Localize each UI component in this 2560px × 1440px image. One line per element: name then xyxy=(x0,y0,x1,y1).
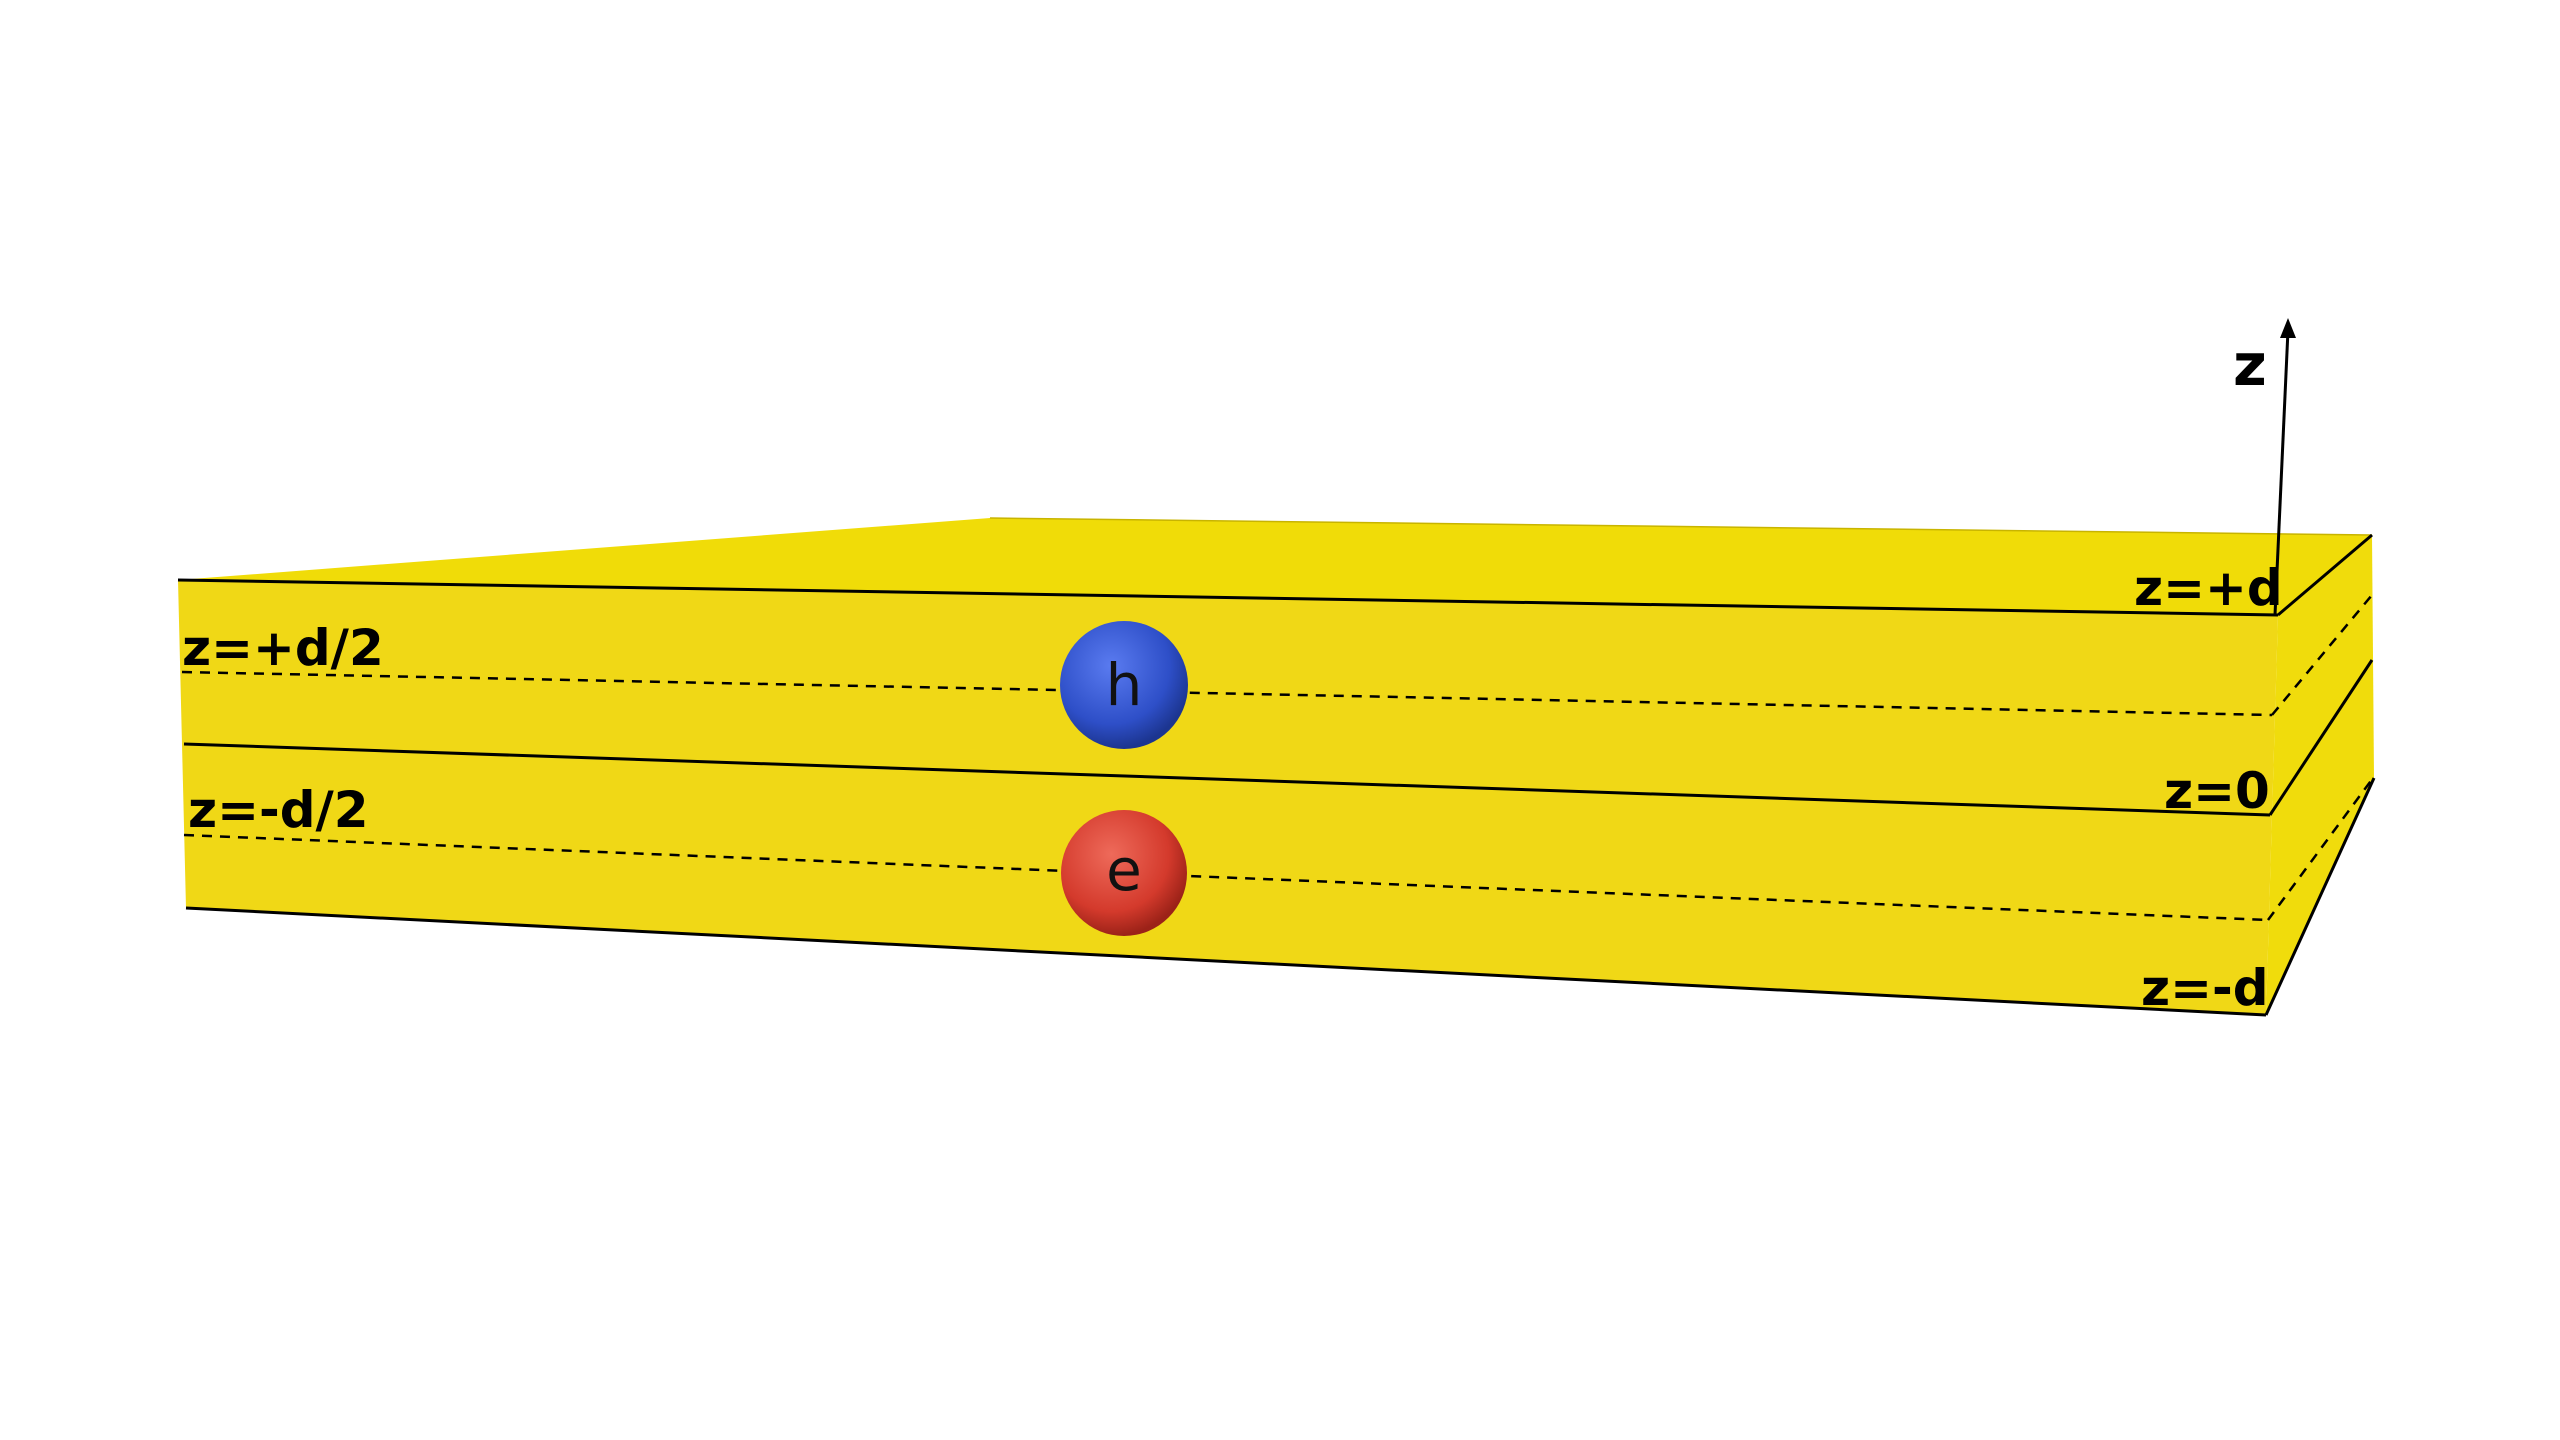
plane-line-bottom xyxy=(185,906,2267,1017)
electron-particle: e xyxy=(1061,810,1187,936)
z-axis-arrowhead xyxy=(2280,318,2296,338)
plane-line-middle xyxy=(183,742,2271,817)
side-edge-middle xyxy=(2268,659,2374,816)
dashed-line-lower-mid-side xyxy=(2266,777,2375,921)
dashed-line-lower-mid xyxy=(183,833,2269,922)
electron-label: e xyxy=(1106,836,1142,904)
plane-line-top xyxy=(177,578,2279,617)
plane-label-lower-mid: z=-d/2 xyxy=(188,781,369,839)
z-axis-label: z xyxy=(2233,331,2267,399)
slab-side-face xyxy=(2266,535,2374,1015)
side-edge-bottom xyxy=(2264,777,2376,1016)
plane-label-upper-mid: z=+d/2 xyxy=(182,619,384,677)
electron-sphere xyxy=(1061,810,1187,936)
slab-top-face xyxy=(178,518,2372,615)
hole-label: h xyxy=(1106,651,1143,719)
plane-label-middle: z=0 xyxy=(2164,762,2270,820)
hole-sphere xyxy=(1060,621,1188,749)
slab-top-back-edge xyxy=(989,517,2373,536)
slab-front-face xyxy=(178,580,2278,1015)
plane-label-top: z=+d xyxy=(2134,559,2283,617)
hole-particle: h xyxy=(1060,621,1188,749)
dashed-line-upper-mid xyxy=(181,670,2273,717)
z-axis-line xyxy=(2273,329,2290,616)
plane-label-bottom: z=-d xyxy=(2141,959,2269,1017)
side-edge-top xyxy=(2277,533,2373,617)
dashed-line-upper-mid-side xyxy=(2271,594,2373,716)
